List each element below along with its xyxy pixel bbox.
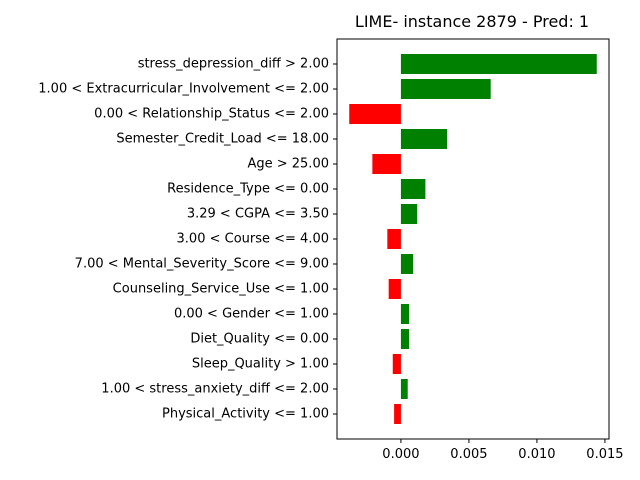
y-tick-label-7: 3.00 < Course <= 4.00 — [177, 232, 329, 247]
bar-13 — [400, 379, 408, 399]
bar-14 — [394, 404, 401, 424]
bar-3 — [400, 129, 448, 149]
bar-5 — [400, 179, 426, 199]
bar-6 — [400, 204, 418, 224]
x-tick-label-2: 0.010 — [518, 447, 555, 462]
y-tick-label-0: stress_depression_diff > 2.00 — [138, 57, 329, 72]
y-tick-label-6: 3.29 < CGPA <= 3.50 — [187, 207, 329, 222]
y-tick-label-5: Residence_Type <= 0.00 — [167, 182, 329, 197]
plot-frame — [336, 38, 610, 440]
y-tick-label-10: 0.00 < Gender <= 1.00 — [174, 307, 329, 322]
chart-title: LIME- instance 2879 - Pred: 1 — [355, 12, 589, 31]
x-tick-label-3: 0.015 — [586, 447, 623, 462]
bars-group — [349, 54, 597, 424]
bar-7 — [387, 229, 401, 249]
y-tick-label-8: 7.00 < Mental_Severity_Score <= 9.00 — [75, 257, 329, 272]
bar-12 — [392, 354, 401, 374]
bar-11 — [400, 329, 410, 349]
y-tick-label-12: Sleep_Quality > 1.00 — [192, 357, 329, 372]
y-tick-label-11: Diet_Quality <= 0.00 — [190, 332, 329, 347]
y-tick-label-4: Age > 25.00 — [247, 157, 329, 172]
bar-1 — [400, 79, 491, 99]
y-tick-label-3: Semester_Credit_Load <= 18.00 — [116, 132, 329, 147]
bar-8 — [400, 254, 414, 274]
x-axis: 0.000 0.005 0.010 0.015 — [382, 439, 624, 462]
y-tick-label-9: Counseling_Service_Use <= 1.00 — [113, 282, 329, 297]
bar-4 — [372, 154, 401, 174]
y-tick-label-1: 1.00 < Extracurricular_Involvement <= 2.… — [38, 82, 329, 97]
bar-2 — [349, 104, 401, 124]
bar-9 — [388, 279, 401, 299]
y-tick-labels: stress_depression_diff > 2.00 1.00 < Extr… — [38, 57, 337, 422]
bar-10 — [400, 304, 410, 324]
y-tick-label-13: 1.00 < stress_anxiety_diff <= 2.00 — [101, 382, 329, 397]
bar-0 — [400, 54, 597, 74]
y-tick-label-2: 0.00 < Relationship_Status <= 2.00 — [94, 107, 329, 122]
x-tick-label-0: 0.000 — [382, 447, 419, 462]
y-tick-label-14: Physical_Activity <= 1.00 — [162, 407, 329, 422]
x-tick-label-1: 0.005 — [450, 447, 487, 462]
